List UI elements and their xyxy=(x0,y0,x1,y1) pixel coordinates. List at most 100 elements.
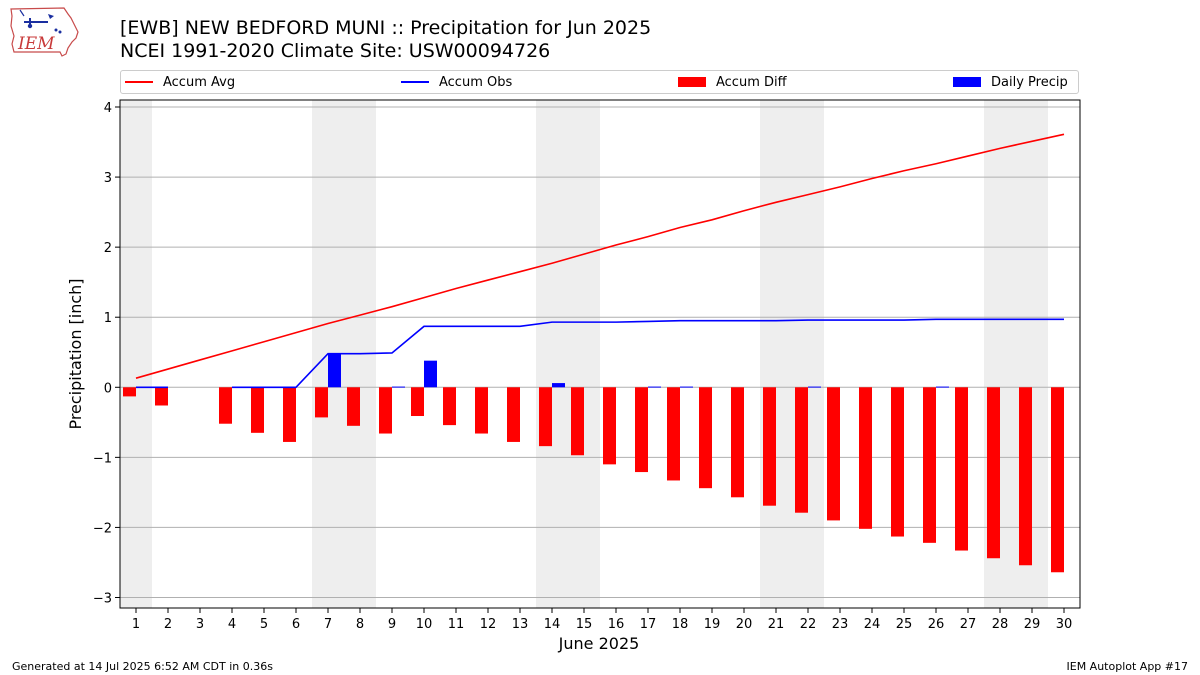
weekend-band xyxy=(120,100,152,608)
diff-bar xyxy=(795,387,808,513)
diff-bar xyxy=(923,387,936,543)
iem-logo: IEM xyxy=(8,6,80,58)
y-tick-label: 1 xyxy=(104,311,112,326)
x-tick-label: 9 xyxy=(388,617,396,632)
y-tick-label: −2 xyxy=(93,521,112,536)
legend-swatch-daily-precip xyxy=(953,76,981,87)
x-tick-label: 25 xyxy=(896,617,913,632)
gridlines xyxy=(120,106,1080,598)
daily-precip-bar xyxy=(328,353,341,388)
diff-bar xyxy=(155,387,168,406)
accum-avg-line xyxy=(135,133,1065,379)
chart-subtitle: NCEI 1991-2020 Climate Site: USW00094726 xyxy=(120,40,551,62)
x-tick-label: 27 xyxy=(960,617,977,632)
daily-precip-bar xyxy=(808,386,821,388)
diff-bar xyxy=(987,387,1000,559)
legend-label: Accum Avg xyxy=(163,75,236,90)
footer-app-text: IEM Autoplot App #17 xyxy=(1066,660,1189,673)
x-tick-label: 7 xyxy=(324,617,332,632)
diff-bar xyxy=(251,387,264,433)
legend-item-daily-precip: Daily Precip xyxy=(953,74,1068,92)
x-tick-label: 2 xyxy=(164,617,172,632)
x-tick-label: 14 xyxy=(544,617,561,632)
legend-item-accum-obs: Accum Obs xyxy=(401,74,512,92)
weekend-band xyxy=(792,100,824,608)
diff-bar xyxy=(315,387,328,418)
legend: Accum Avg Accum Obs Accum Diff Daily Pre… xyxy=(120,70,1079,94)
weekend-band xyxy=(760,100,792,608)
diff-bar xyxy=(379,387,392,434)
diff-bar xyxy=(443,387,456,426)
diff-bar xyxy=(539,387,552,447)
legend-label: Daily Precip xyxy=(991,75,1068,90)
x-tick-label: 13 xyxy=(512,617,529,632)
y-axis-label: Precipitation [inch] xyxy=(66,278,85,429)
daily-precip-bar xyxy=(680,386,693,388)
logo-text: IEM xyxy=(17,34,55,54)
diff-bar xyxy=(699,387,712,489)
x-tick-label: 15 xyxy=(576,617,593,632)
diff-bar xyxy=(571,387,584,456)
iem-iowa-logo-icon: IEM xyxy=(10,7,79,57)
x-tick-label: 20 xyxy=(736,617,753,632)
legend-swatch-accum-avg xyxy=(125,80,153,83)
y-tick-label: 3 xyxy=(104,171,112,186)
x-tick-label: 23 xyxy=(832,617,849,632)
legend-item-accum-avg: Accum Avg xyxy=(125,74,235,92)
legend-swatch-accum-diff xyxy=(678,76,706,87)
x-axis-label: June 2025 xyxy=(558,634,640,653)
diff-bar xyxy=(1051,387,1064,573)
series-lines xyxy=(135,133,1065,389)
diff-bar xyxy=(507,387,520,442)
daily-precip-bar xyxy=(936,386,949,388)
diff-bar xyxy=(667,387,680,481)
diff-bar xyxy=(859,387,872,529)
weekend-band xyxy=(568,100,600,608)
x-tick-label: 6 xyxy=(292,617,300,632)
x-tick-label: 18 xyxy=(672,617,689,632)
accum-obs-line xyxy=(232,318,1064,389)
y-tick-label: 2 xyxy=(104,241,112,256)
diff-bar xyxy=(603,387,616,465)
y-tick-label: 0 xyxy=(104,381,112,396)
diff-bar xyxy=(955,387,968,551)
x-tick-label: 19 xyxy=(704,617,721,632)
x-tick-label: 4 xyxy=(228,617,236,632)
weekend-band xyxy=(536,100,568,608)
x-tick-label: 5 xyxy=(260,617,268,632)
legend-label: Accum Obs xyxy=(439,75,513,90)
diff-bar xyxy=(827,387,840,521)
diff-bar xyxy=(347,387,360,426)
x-tick-label: 3 xyxy=(196,617,204,632)
daily-precip-bar xyxy=(424,360,437,388)
diff-bar xyxy=(763,387,776,506)
bars xyxy=(123,353,1064,573)
daily-precip-bar xyxy=(552,383,565,388)
x-tick-label: 28 xyxy=(992,617,1009,632)
diff-bar xyxy=(283,387,296,442)
legend-label: Accum Diff xyxy=(716,75,787,90)
y-tick-label: −3 xyxy=(93,591,112,606)
chart-title: [EWB] NEW BEDFORD MUNI :: Precipitation … xyxy=(120,17,652,39)
plot-frame xyxy=(119,99,1081,609)
x-tick-label: 10 xyxy=(416,617,433,632)
x-tick-label: 11 xyxy=(448,617,465,632)
x-tick-label: 16 xyxy=(608,617,625,632)
x-tick-label: 21 xyxy=(768,617,785,632)
diff-bar xyxy=(475,387,488,434)
x-tick-label: 29 xyxy=(1024,617,1041,632)
diff-bar xyxy=(219,387,232,424)
daily-precip-bar xyxy=(648,386,661,388)
diff-bar xyxy=(635,387,648,473)
x-tick-label: 1 xyxy=(132,617,140,632)
diff-bar xyxy=(123,387,136,397)
diff-bar xyxy=(1019,387,1032,566)
weekend-bands xyxy=(120,100,1048,608)
diff-bar xyxy=(411,387,424,417)
legend-swatch-accum-obs xyxy=(401,80,429,83)
x-tick-label: 17 xyxy=(640,617,657,632)
diff-bar xyxy=(891,387,904,537)
x-tick-label: 24 xyxy=(864,617,881,632)
x-tick-label: 8 xyxy=(356,617,364,632)
